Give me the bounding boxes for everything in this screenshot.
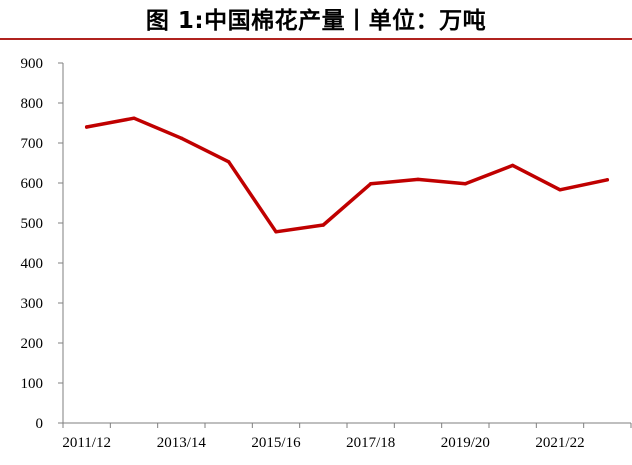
series-line: [84, 116, 610, 234]
y-tick-label: 200: [21, 336, 44, 352]
x-tick-label: 2017/18: [346, 435, 395, 451]
data-point: [132, 116, 136, 120]
data-point: [510, 163, 515, 168]
data-point: [416, 177, 420, 182]
data-point: [368, 182, 373, 186]
x-axis: 2011/12 2013/14 2015/16 2017/18 2019/20 2021/…: [62, 422, 632, 451]
x-tick-label: 2015/16: [251, 435, 301, 451]
title-divider: [0, 38, 632, 40]
x-tick-label: 2019/20: [441, 435, 490, 451]
data-point: [226, 160, 231, 164]
data-point: [274, 230, 278, 234]
y-tick-label: 500: [21, 216, 44, 232]
y-tick-label: 100: [21, 376, 44, 392]
data-point: [558, 188, 562, 192]
x-tick-label: 2011/12: [62, 435, 111, 451]
y-tick-label: 600: [21, 176, 44, 192]
y-tick-label: 300: [21, 296, 44, 312]
y-axis: 0 100 200 300 400 500 600 700 800 900: [21, 56, 64, 432]
y-tick-label: 800: [21, 96, 44, 112]
data-point: [84, 125, 89, 129]
data-point: [463, 182, 468, 186]
data-point: [321, 223, 326, 227]
chart-title: 图 1:中国棉花产量丨单位：万吨: [145, 8, 487, 34]
y-tick-label: 0: [36, 416, 44, 432]
data-point: [179, 136, 184, 140]
y-tick-label: 900: [21, 56, 44, 72]
y-tick-label: 700: [21, 136, 44, 152]
x-tick-label: 2021/22: [535, 435, 584, 451]
x-tick-label: 2013/14: [157, 435, 207, 451]
data-point: [605, 178, 610, 182]
y-tick-label: 400: [21, 256, 44, 272]
series-group: [84, 116, 610, 234]
